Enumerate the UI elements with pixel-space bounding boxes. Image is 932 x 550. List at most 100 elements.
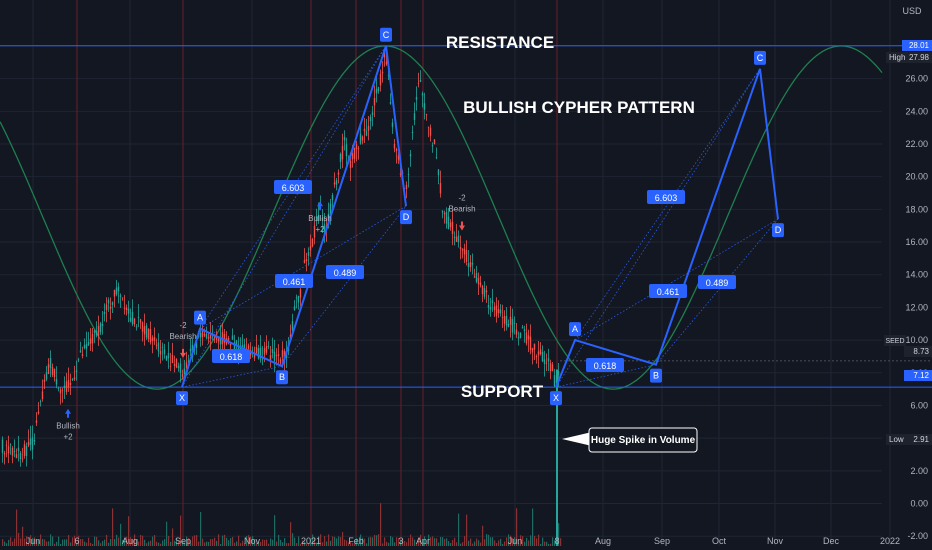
vertical-marker-lines — [76, 0, 558, 546]
candle-body — [229, 343, 232, 346]
grid — [0, 0, 891, 546]
projected-cypher-ratio-label: 6.603 — [655, 193, 678, 203]
candle-body — [131, 312, 134, 325]
y-tick-label: 20.00 — [905, 172, 928, 182]
volume-bar — [206, 541, 208, 546]
candle-body — [425, 113, 428, 115]
candle-body — [223, 333, 226, 343]
volume-bar — [318, 536, 320, 546]
volume-bar — [544, 541, 546, 546]
past-cypher-ratio-line — [199, 205, 407, 330]
past-cypher-point-b-box — [276, 370, 288, 385]
volume-bar — [194, 535, 196, 546]
candle-body — [305, 259, 308, 262]
volume-bar — [220, 543, 222, 546]
candle-body — [313, 225, 316, 238]
volume-bar — [20, 538, 22, 546]
volume-bar — [202, 538, 204, 546]
volume-bar — [438, 542, 440, 546]
volume-bar — [90, 542, 92, 546]
volume-bar — [426, 543, 428, 546]
candle-body — [219, 337, 222, 345]
candle-body — [37, 411, 40, 414]
support-price-tag: 7.12 — [904, 370, 932, 381]
candle-body — [315, 216, 318, 219]
volume-bar — [272, 539, 274, 546]
volume-bar — [474, 541, 476, 546]
candle-body — [341, 145, 344, 160]
candle-body — [281, 350, 284, 358]
volume-bar — [358, 543, 360, 546]
low-tag-value: 2.91 — [913, 435, 929, 444]
candle-body — [199, 333, 202, 338]
y-tick-label: 6.00 — [910, 400, 928, 410]
volume-bar — [140, 534, 142, 546]
volume-bar — [292, 533, 294, 546]
candle-body — [361, 136, 364, 141]
candle-body — [443, 213, 446, 215]
candle-body — [127, 308, 130, 314]
candle-body — [461, 248, 464, 251]
candle-body — [251, 350, 254, 352]
volume-bar — [388, 542, 390, 546]
volume-bar — [464, 536, 466, 546]
candle-body — [393, 144, 396, 149]
volume-bar — [144, 539, 146, 546]
candle-body — [519, 332, 522, 338]
volume-bar — [44, 539, 46, 546]
volume-bar — [542, 537, 544, 546]
candle-body — [387, 75, 390, 77]
volume-bar — [142, 535, 144, 546]
volume-bar — [332, 536, 334, 546]
volume-bar — [380, 503, 382, 546]
pattern-title: BULLISH CYPHER PATTERN — [463, 98, 695, 117]
candle-body — [53, 368, 56, 378]
high-price-tag: High 27.98 — [886, 52, 932, 63]
candle-body — [449, 222, 452, 228]
volume-bar — [210, 539, 212, 546]
volume-bar — [298, 536, 300, 546]
volume-bar — [84, 541, 86, 546]
volume-bar — [24, 538, 26, 546]
volume-bar — [60, 543, 62, 546]
volume-bar — [94, 536, 96, 546]
x-tick-label: 8 — [554, 536, 559, 546]
volume-bar — [32, 537, 34, 546]
candle-body — [503, 315, 506, 324]
volume-bar — [386, 541, 388, 546]
candle-body — [405, 184, 408, 189]
volume-bar — [138, 541, 140, 546]
volume-bar — [184, 542, 186, 546]
candle-body — [215, 337, 218, 340]
candle-body — [135, 326, 138, 328]
volume-bar — [500, 538, 502, 546]
volume-bar — [252, 536, 254, 546]
volume-bar — [434, 538, 436, 546]
y-tick-label: 2.00 — [910, 466, 928, 476]
candle-body — [555, 380, 558, 383]
candle-body — [47, 364, 50, 375]
candle-body — [49, 358, 52, 368]
signal-count: +2 — [315, 225, 325, 234]
projected-cypher-ratio-box — [649, 284, 687, 298]
candle-body — [391, 122, 394, 128]
candle-body — [289, 334, 292, 339]
candle-body — [209, 334, 212, 339]
current-price-tag: SEED 8.73 — [884, 335, 932, 357]
volume-bar — [212, 539, 214, 546]
volume-bar — [394, 542, 396, 546]
volume-bar — [48, 541, 50, 546]
candle-body — [535, 355, 538, 358]
volume-bar — [456, 542, 458, 546]
candle-body — [439, 183, 442, 194]
x-tick-label: Aug — [122, 536, 138, 546]
volume-bar — [196, 535, 198, 546]
signal-type: Bearish — [448, 204, 475, 213]
volume-bar — [158, 542, 160, 546]
x-tick-label: Sep — [175, 536, 191, 546]
volume-bar — [340, 537, 342, 546]
volume-bar — [490, 537, 492, 546]
projected-cypher-ratio-line — [555, 364, 657, 388]
signal-down-arrow — [459, 221, 465, 231]
